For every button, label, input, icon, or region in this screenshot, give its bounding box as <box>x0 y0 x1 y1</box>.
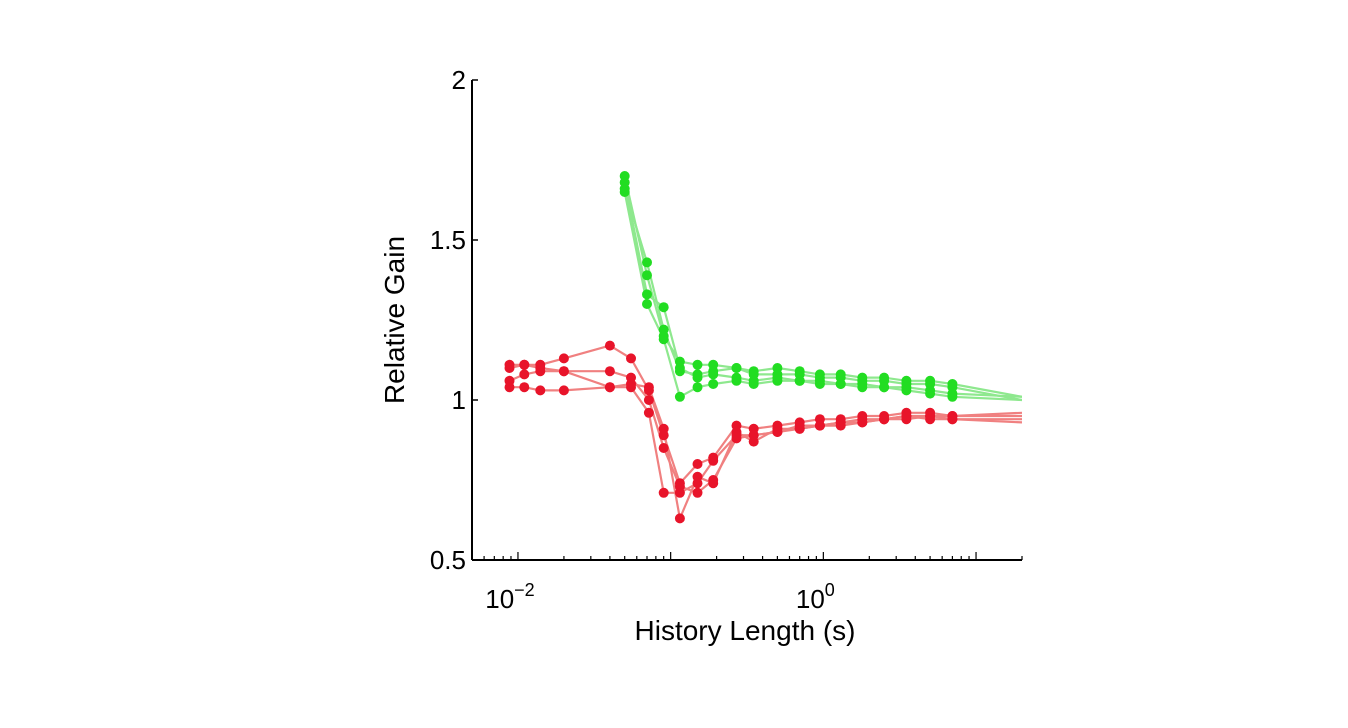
green-data-point <box>708 359 719 370</box>
y-ticks: 0.5 1 1.5 2 <box>430 65 478 575</box>
red-data-point <box>692 487 703 498</box>
green-data-point <box>794 375 805 386</box>
green-data-point <box>642 257 652 268</box>
red-data-point <box>535 385 546 396</box>
y-tick-label: 2 <box>452 65 466 95</box>
red-data-point <box>794 420 805 431</box>
green-data-point <box>692 372 703 383</box>
red-data-point <box>643 382 654 393</box>
y-tick-label: 1.5 <box>430 225 466 255</box>
red-data-point <box>731 430 742 441</box>
green-data-point <box>658 302 669 313</box>
green-data-point <box>642 299 652 309</box>
green-data-point <box>731 375 742 386</box>
red-data-point <box>604 382 615 393</box>
green-data-point <box>619 177 630 188</box>
red-data-point <box>947 414 958 425</box>
red-data-point <box>901 411 912 421</box>
green-data-point <box>692 359 703 370</box>
x-axis-title: History Length (s) <box>635 615 856 646</box>
red-data-point <box>558 385 569 396</box>
red-data-point <box>674 487 685 498</box>
red-data-point <box>658 487 669 498</box>
red-data-point <box>925 414 936 425</box>
red-data-point <box>748 430 759 441</box>
green-data-point <box>731 363 742 373</box>
red-series-line-1 <box>509 344 1022 485</box>
red-data-point <box>708 478 719 489</box>
y-axis-title: Relative Gain <box>379 236 410 404</box>
green-data-point <box>772 375 783 386</box>
x-ticks: 10−2 100 <box>471 552 1023 614</box>
green-data-point <box>642 270 652 281</box>
red-data-point <box>772 427 783 437</box>
green-data-point <box>947 391 958 402</box>
series-lines <box>509 175 1022 520</box>
red-data-point <box>604 366 615 377</box>
green-data-point <box>925 388 936 399</box>
x-tick-label: 10−2 <box>485 580 534 614</box>
red-data-point <box>504 363 515 373</box>
green-series-line-7 <box>623 182 1022 398</box>
red-data-point <box>658 423 669 434</box>
green-data-point <box>619 187 630 197</box>
red-data-point <box>835 417 846 428</box>
green-data-point <box>835 379 846 389</box>
red-data-point <box>643 407 654 418</box>
green-data-point <box>642 289 652 300</box>
red-data-point <box>626 382 636 393</box>
red-data-point <box>519 359 530 370</box>
green-data-point <box>674 391 685 402</box>
green-data-point <box>692 382 703 393</box>
green-data-point <box>658 334 669 345</box>
red-data-point <box>519 369 530 380</box>
red-data-point <box>692 478 703 489</box>
green-series-line-5 <box>623 188 1022 398</box>
red-data-point <box>674 513 685 524</box>
red-data-point <box>879 414 890 425</box>
y-tick-label: 1 <box>452 385 466 415</box>
green-data-point <box>748 379 759 389</box>
red-data-point <box>626 353 636 364</box>
red-data-point <box>814 420 825 431</box>
green-data-point <box>674 363 685 373</box>
red-data-point <box>604 340 615 351</box>
axes: 0.5 1 1.5 2 10−2 100 <box>430 65 1023 614</box>
green-data-point <box>901 385 912 396</box>
red-data-point <box>504 382 515 393</box>
green-data-point <box>814 379 825 389</box>
red-data-point <box>643 395 654 405</box>
y-tick-label: 0.5 <box>430 545 466 575</box>
red-data-point <box>535 366 546 377</box>
red-data-point <box>658 443 669 453</box>
red-data-point <box>519 382 530 393</box>
green-data-point <box>708 379 719 389</box>
red-series-line-4 <box>509 386 1022 494</box>
green-data-point <box>879 382 890 393</box>
series-markers <box>504 171 958 524</box>
green-data-point <box>708 369 719 380</box>
red-data-point <box>558 353 569 364</box>
red-data-point <box>558 366 569 377</box>
red-data-point <box>708 455 719 466</box>
green-data-point <box>857 382 868 393</box>
red-data-point <box>857 414 868 425</box>
x-tick-label: 100 <box>796 580 835 614</box>
red-data-point <box>692 459 703 469</box>
